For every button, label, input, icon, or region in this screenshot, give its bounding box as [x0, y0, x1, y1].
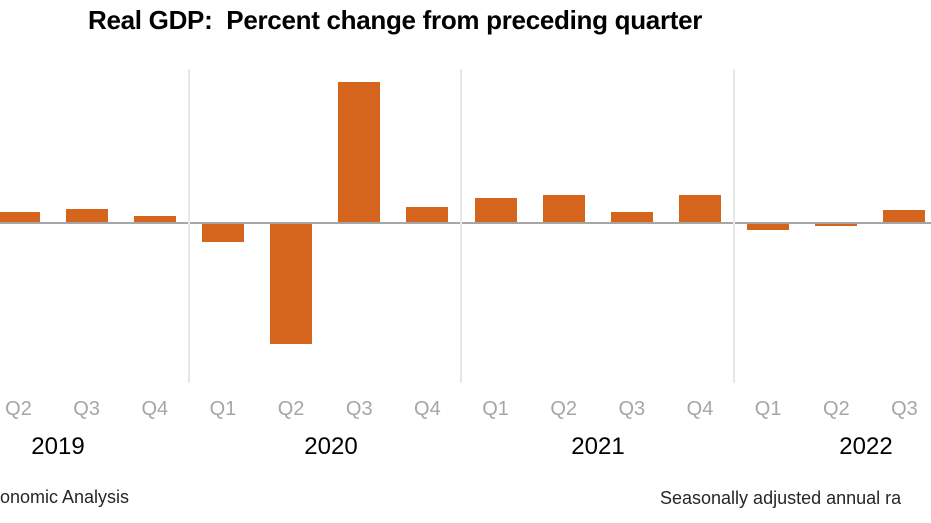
- x-tick-2019-q3: Q3: [73, 398, 100, 420]
- year-label-2022: 2022: [839, 433, 893, 460]
- source-text: onomic Analysis: [0, 487, 130, 507]
- bar-2022-q2: [815, 224, 858, 226]
- bar-2021-q2: [542, 195, 585, 223]
- x-tick-2021-q2: Q2: [550, 398, 578, 420]
- x-tick-2022-q3: Q3: [891, 398, 918, 420]
- bar-2022-q1: [747, 224, 790, 230]
- x-tick-2021-q3: Q3: [618, 398, 646, 420]
- year-label-2019: 2019: [31, 433, 85, 460]
- x-tick-2020-q1: Q1: [209, 398, 237, 420]
- x-tick-2021-q4: Q4: [686, 398, 714, 420]
- bar-2021-q1: [474, 198, 517, 223]
- x-tick-2020-q3: Q3: [345, 398, 373, 420]
- bar-2020-q4: [406, 207, 449, 223]
- x-tick-2020-q2: Q2: [277, 398, 305, 420]
- year-label-2020: 2020: [304, 433, 358, 460]
- x-tick-2022-q1: Q1: [754, 398, 782, 420]
- year-separator-gridline: [188, 69, 190, 383]
- year-separator-gridline: [460, 69, 462, 383]
- year-separator-gridline: [733, 69, 735, 383]
- x-tick-2019-q2: Q2: [5, 398, 32, 420]
- bar-2019-q2: [0, 212, 40, 223]
- bar-2021-q4: [679, 195, 721, 223]
- adjustment-note-text: Seasonally adjusted annual ra: [660, 488, 902, 508]
- bar-2019-q4: [133, 216, 176, 223]
- bar-2022-q3: [883, 210, 926, 223]
- bar-2019-q3: [65, 209, 108, 223]
- bar-2020-q3: [338, 82, 381, 223]
- x-tick-2020-q4: Q4: [414, 398, 441, 420]
- bar-2020-q2: [270, 224, 313, 344]
- bar-2020-q1: [201, 224, 244, 242]
- chart-title: Real GDP: Percent change from preceding …: [88, 5, 703, 35]
- bar-2021-q3: [610, 212, 653, 223]
- x-tick-2019-q4: Q4: [141, 398, 169, 420]
- zero-axis-line: [0, 222, 931, 224]
- year-label-2021: 2021: [571, 433, 625, 460]
- x-tick-2022-q2: Q2: [822, 398, 850, 420]
- x-tick-2021-q1: Q1: [482, 398, 509, 420]
